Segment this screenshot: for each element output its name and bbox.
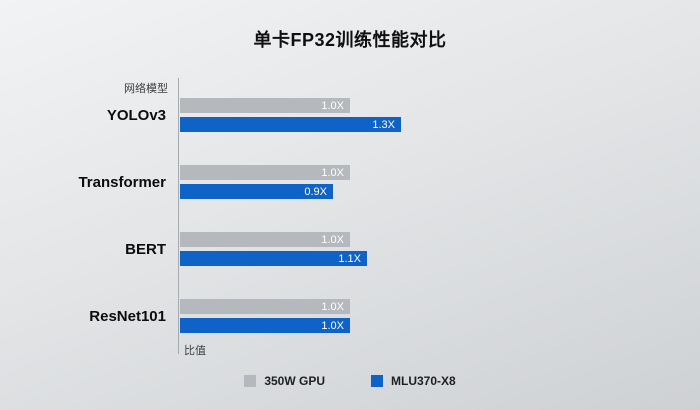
bar-350w-gpu: 1.0X — [180, 299, 350, 314]
legend: 350W GPU MLU370-X8 — [0, 374, 700, 388]
bar-350w-gpu: 1.0X — [180, 165, 350, 180]
bar-group: 1.0X 0.9X — [180, 165, 350, 199]
bar-mlu370-x8: 1.0X — [180, 318, 350, 333]
category-label: BERT — [125, 240, 166, 258]
bar-mlu370-x8: 1.3X — [180, 117, 401, 132]
bar-value-label: 0.9X — [304, 185, 327, 198]
chart-row: ResNet101 1.0X 1.0X — [0, 299, 700, 333]
bar-value-label: 1.1X — [338, 252, 361, 265]
bar-350w-gpu: 1.0X — [180, 232, 350, 247]
x-axis-label: 比值 — [184, 345, 206, 357]
chart-row: BERT 1.0X 1.1X — [0, 232, 700, 266]
legend-swatch-mlu — [371, 375, 383, 387]
bar-mlu370-x8: 0.9X — [180, 184, 333, 199]
bar-value-label: 1.0X — [321, 99, 344, 112]
legend-item-mlu: MLU370-X8 — [371, 374, 456, 388]
bar-group: 1.0X 1.0X — [180, 299, 350, 333]
category-label: Transformer — [78, 173, 166, 191]
chart-row: YOLOv3 1.0X 1.3X — [0, 98, 700, 132]
category-label: ResNet101 — [89, 307, 166, 325]
chart-rows: YOLOv3 1.0X 1.3X Transformer 1.0X 0.9X BERT 1.0… — [0, 98, 700, 366]
chart-title: 单卡FP32训练性能对比 — [253, 30, 447, 50]
bar-350w-gpu: 1.0X — [180, 98, 350, 113]
bar-group: 1.0X 1.1X — [180, 232, 367, 266]
bar-group: 1.0X 1.3X — [180, 98, 401, 132]
bar-value-label: 1.3X — [372, 118, 395, 131]
bar-value-label: 1.0X — [321, 300, 344, 313]
bar-value-label: 1.0X — [321, 233, 344, 246]
chart-row: Transformer 1.0X 0.9X — [0, 165, 700, 199]
y-axis-line — [178, 78, 179, 354]
y-axis-label: 网络模型 — [124, 83, 168, 95]
bar-value-label: 1.0X — [321, 166, 344, 179]
category-label: YOLOv3 — [106, 106, 166, 124]
legend-label-mlu: MLU370-X8 — [391, 374, 456, 388]
legend-label-gpu: 350W GPU — [264, 374, 325, 388]
bar-value-label: 1.0X — [321, 319, 344, 332]
bar-mlu370-x8: 1.1X — [180, 251, 367, 266]
legend-item-gpu: 350W GPU — [244, 374, 325, 388]
legend-swatch-gpu — [244, 375, 257, 387]
